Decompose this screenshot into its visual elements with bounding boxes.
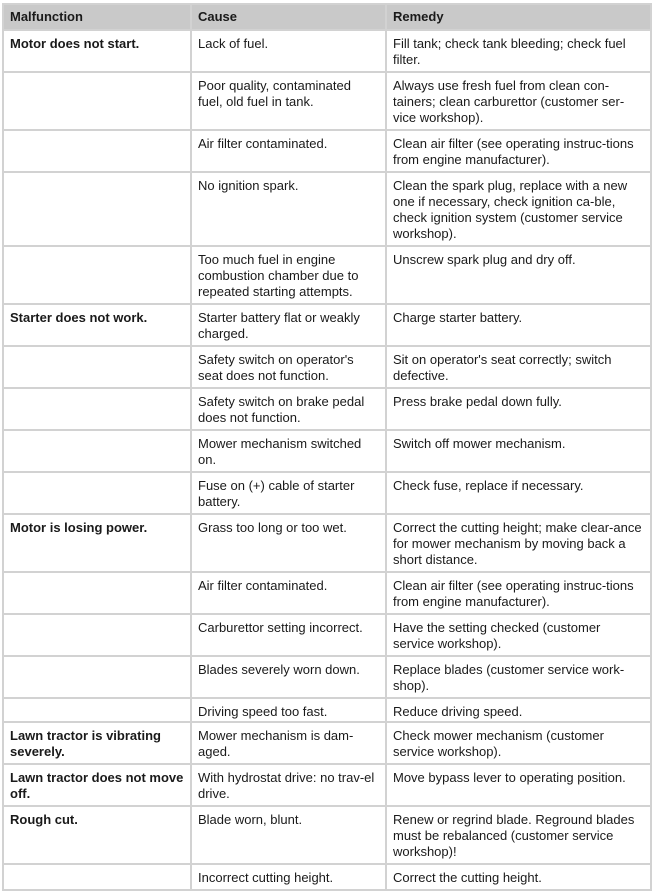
cell-cause: Driving speed too fast.: [190, 697, 387, 723]
table-row: Lawn tractor does not move off. With hydr…: [2, 763, 652, 807]
cell-remedy: Reduce driving speed.: [385, 697, 652, 723]
cell-malfunction: [2, 471, 192, 515]
cell-remedy: Correct the cutting height; make clear-a…: [385, 513, 652, 573]
table-row: Motor does not start. Lack of fuel. Fill t…: [2, 29, 652, 73]
cell-malfunction: [2, 245, 192, 305]
cell-remedy: Switch off mower mechanism.: [385, 429, 652, 473]
cell-cause: Air filter contaminated.: [190, 129, 387, 173]
cell-remedy: Sit on operator's seat correctly; switch…: [385, 345, 652, 389]
cell-malfunction: [2, 655, 192, 699]
cell-cause: Blade worn, blunt.: [190, 805, 387, 865]
cell-cause: Carburettor setting incorrect.: [190, 613, 387, 657]
table-row: Safety switch on operator's seat does no…: [2, 345, 652, 389]
table-row: Air filter contaminated. Clean air filter…: [2, 571, 652, 615]
cell-cause: Incorrect cutting height.: [190, 863, 387, 891]
cell-remedy: Move bypass lever to operating position.: [385, 763, 652, 807]
table-row: Motor is losing power. Grass too long or …: [2, 513, 652, 573]
troubleshooting-table: Malfunction Cause Remedy Motor does not …: [2, 3, 652, 891]
cell-cause: Air filter contaminated.: [190, 571, 387, 615]
cell-remedy: Clean the spark plug, replace with a new…: [385, 171, 652, 247]
cell-remedy: Always use fresh fuel from clean con-tai…: [385, 71, 652, 131]
table-row: Poor quality, contaminated fuel, old fue…: [2, 71, 652, 131]
cell-cause: Mower mechanism is dam-aged.: [190, 721, 387, 765]
table-row: No ignition spark. Clean the spark plug, …: [2, 171, 652, 247]
table-row: Mower mechanism switched on. Switch off m…: [2, 429, 652, 473]
cell-cause: Grass too long or too wet.: [190, 513, 387, 573]
cell-remedy: Charge starter battery.: [385, 303, 652, 347]
cell-cause: With hydrostat drive: no trav-el drive.: [190, 763, 387, 807]
cell-remedy: Replace blades (customer service work-sh…: [385, 655, 652, 699]
cell-remedy: Clean air filter (see operating instruc-…: [385, 129, 652, 173]
table-row: Starter does not work. Starter battery fl…: [2, 303, 652, 347]
header-cause: Cause: [190, 3, 387, 31]
cell-malfunction: [2, 613, 192, 657]
cell-malfunction: Lawn tractor does not move off.: [2, 763, 192, 807]
cell-malfunction: [2, 71, 192, 131]
header-row: Malfunction Cause Remedy: [2, 3, 652, 31]
cell-cause: Fuse on (+) cable of starter battery.: [190, 471, 387, 515]
table-row: Carburettor setting incorrect. Have the s…: [2, 613, 652, 657]
cell-malfunction: Rough cut.: [2, 805, 192, 865]
cell-cause: Poor quality, contaminated fuel, old fue…: [190, 71, 387, 131]
cell-malfunction: Starter does not work.: [2, 303, 192, 347]
cell-remedy: Unscrew spark plug and dry off.: [385, 245, 652, 305]
cell-malfunction: [2, 571, 192, 615]
cell-malfunction: Lawn tractor is vibrating severely.: [2, 721, 192, 765]
cell-remedy: Correct the cutting height.: [385, 863, 652, 891]
cell-malfunction: [2, 387, 192, 431]
cell-malfunction: Motor does not start.: [2, 29, 192, 73]
table-row: Driving speed too fast. Reduce driving sp…: [2, 697, 652, 723]
table-row: Rough cut. Blade worn, blunt. Renew or reg…: [2, 805, 652, 865]
table-row: Lawn tractor is vibrating severely. Mower…: [2, 721, 652, 765]
table-row: Fuse on (+) cable of starter battery. Che…: [2, 471, 652, 515]
cell-remedy: Clean air filter (see operating instruc-…: [385, 571, 652, 615]
cell-cause: Safety switch on operator's seat does no…: [190, 345, 387, 389]
header-malfunction: Malfunction: [2, 3, 192, 31]
cell-cause: Lack of fuel.: [190, 29, 387, 73]
cell-remedy: Check mower mechanism (customer service …: [385, 721, 652, 765]
cell-malfunction: [2, 429, 192, 473]
cell-cause: Safety switch on brake pedal does not fu…: [190, 387, 387, 431]
table-row: Incorrect cutting height. Correct the cut…: [2, 863, 652, 891]
table-row: Blades severely worn down. Replace blades…: [2, 655, 652, 699]
cell-cause: Mower mechanism switched on.: [190, 429, 387, 473]
cell-remedy: Fill tank; check tank bleeding; check fu…: [385, 29, 652, 73]
cell-malfunction: Motor is losing power.: [2, 513, 192, 573]
cell-cause: Blades severely worn down.: [190, 655, 387, 699]
cell-remedy: Press brake pedal down fully.: [385, 387, 652, 431]
table-row: Too much fuel in engine combustion chamb…: [2, 245, 652, 305]
table-row: Safety switch on brake pedal does not fu…: [2, 387, 652, 431]
cell-malfunction: [2, 697, 192, 723]
cell-cause: Too much fuel in engine combustion chamb…: [190, 245, 387, 305]
cell-malfunction: [2, 129, 192, 173]
cell-malfunction: [2, 345, 192, 389]
cell-cause: Starter battery flat or weakly charged.: [190, 303, 387, 347]
header-remedy: Remedy: [385, 3, 652, 31]
cell-remedy: Have the setting checked (customer servi…: [385, 613, 652, 657]
table-row: Air filter contaminated. Clean air filter…: [2, 129, 652, 173]
cell-remedy: Check fuse, replace if necessary.: [385, 471, 652, 515]
cell-cause: No ignition spark.: [190, 171, 387, 247]
cell-malfunction: [2, 863, 192, 891]
cell-remedy: Renew or regrind blade. Reground blades …: [385, 805, 652, 865]
cell-malfunction: [2, 171, 192, 247]
